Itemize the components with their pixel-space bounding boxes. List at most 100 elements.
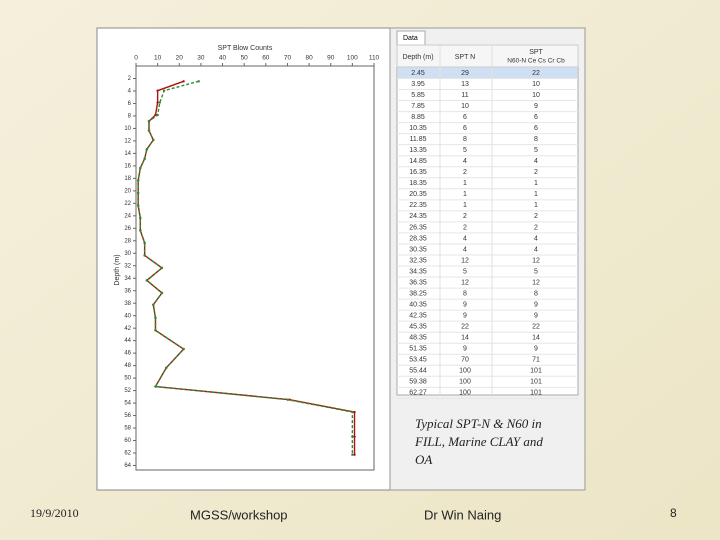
cell-n60: 8 bbox=[534, 136, 538, 143]
cell-spt: 9 bbox=[463, 313, 467, 320]
point bbox=[147, 129, 151, 132]
point bbox=[353, 410, 356, 414]
point bbox=[136, 204, 140, 207]
y-tick-label: 44 bbox=[124, 338, 131, 344]
y-tick-label: 22 bbox=[124, 201, 131, 207]
caption: FILL, Marine CLAY and bbox=[414, 434, 543, 449]
x-tick-label: 60 bbox=[262, 55, 270, 62]
y-tick-label: 18 bbox=[124, 176, 131, 182]
cell-depth: 26.35 bbox=[409, 224, 427, 231]
cell-n60: 9 bbox=[534, 103, 538, 110]
y-tick-label: 14 bbox=[124, 151, 131, 157]
y-tick-label: 60 bbox=[124, 438, 131, 444]
x-tick-label: 30 bbox=[197, 55, 205, 62]
cell-depth: 62.27 bbox=[409, 390, 427, 397]
cell-spt: 12 bbox=[461, 257, 469, 264]
cell-depth: 30.35 bbox=[409, 246, 427, 253]
x-tick-label: 90 bbox=[327, 55, 335, 62]
cell-spt: 4 bbox=[463, 246, 467, 253]
point bbox=[143, 157, 146, 160]
x-tick-label: 50 bbox=[241, 55, 249, 62]
cell-spt: 14 bbox=[461, 335, 469, 342]
point bbox=[182, 80, 185, 83]
chart-title: SPT Blow Counts bbox=[218, 45, 273, 52]
cell-spt: 2 bbox=[463, 224, 467, 231]
x-tick-label: 80 bbox=[305, 55, 313, 62]
cell-n60: 2 bbox=[534, 169, 538, 176]
footer-date: 19/9/2010 bbox=[30, 506, 79, 520]
cell-depth: 42.35 bbox=[409, 313, 427, 320]
plot-area bbox=[135, 65, 375, 471]
cell-n60: 101 bbox=[530, 379, 542, 386]
y-tick-label: 2 bbox=[128, 76, 132, 82]
point bbox=[156, 113, 159, 117]
cell-depth: 51.35 bbox=[409, 346, 427, 353]
cell-n60: 2 bbox=[534, 213, 538, 220]
y-tick-label: 24 bbox=[124, 213, 131, 219]
point bbox=[353, 435, 356, 438]
cell-n60: 12 bbox=[532, 279, 540, 286]
y-tick-label: 16 bbox=[124, 163, 131, 169]
point bbox=[351, 435, 354, 438]
y-tick-label: 38 bbox=[124, 301, 131, 307]
point bbox=[145, 279, 149, 282]
cell-n60: 14 bbox=[532, 335, 540, 342]
y-tick-label: 6 bbox=[128, 101, 132, 107]
y-tick-label: 26 bbox=[124, 226, 131, 232]
cell-spt: 13 bbox=[461, 81, 469, 88]
y-tick-label: 52 bbox=[124, 388, 131, 394]
point bbox=[160, 291, 164, 295]
point bbox=[351, 453, 354, 456]
point bbox=[165, 366, 168, 370]
cell-n60: 8 bbox=[534, 290, 538, 297]
x-tick-label: 110 bbox=[369, 55, 380, 62]
point bbox=[158, 101, 161, 104]
x-tick-label: 0 bbox=[134, 55, 138, 62]
point bbox=[152, 303, 155, 306]
y-tick-label: 4 bbox=[128, 89, 132, 95]
cell-spt: 1 bbox=[463, 180, 467, 187]
cell-n60: 71 bbox=[532, 357, 540, 364]
cell-spt: 100 bbox=[459, 368, 471, 375]
cell-n60: 2 bbox=[534, 224, 538, 231]
cell-depth: 53.45 bbox=[409, 357, 427, 364]
cell-depth: 59.38 bbox=[409, 379, 427, 386]
y-tick-label: 58 bbox=[124, 426, 131, 432]
cell-spt: 5 bbox=[463, 268, 467, 275]
cell-spt: 4 bbox=[463, 158, 467, 165]
x-tick-label: 10 bbox=[154, 55, 162, 62]
point bbox=[154, 329, 157, 332]
cell-n60: 9 bbox=[534, 313, 538, 320]
x-tick-label: 100 bbox=[347, 55, 358, 62]
cell-spt: 11 bbox=[461, 92, 468, 99]
tab-label: Data bbox=[403, 35, 418, 42]
x-tick-label: 70 bbox=[284, 55, 292, 62]
point bbox=[156, 89, 159, 92]
cell-depth: 16.35 bbox=[409, 169, 427, 176]
y-tick-label: 12 bbox=[124, 138, 131, 144]
cell-spt: 100 bbox=[459, 379, 471, 386]
cell-depth: 2.45 bbox=[411, 70, 425, 77]
cell-depth: 24.35 bbox=[409, 213, 427, 220]
selected-row bbox=[398, 67, 577, 79]
cell-depth: 11.85 bbox=[410, 136, 427, 143]
cell-n60: 22 bbox=[532, 324, 540, 331]
cell-depth: 22.35 bbox=[409, 202, 427, 209]
y-tick-label: 42 bbox=[124, 326, 131, 332]
cell-n60: 5 bbox=[534, 268, 538, 275]
cell-spt: 29 bbox=[461, 70, 469, 77]
cell-spt: 9 bbox=[463, 346, 467, 353]
point bbox=[353, 453, 356, 456]
point bbox=[286, 398, 289, 401]
cell-depth: 36.35 bbox=[409, 279, 427, 286]
cell-n60: 101 bbox=[530, 368, 542, 375]
y-tick-label: 8 bbox=[128, 114, 132, 120]
point bbox=[162, 89, 166, 92]
cell-n60: 10 bbox=[532, 92, 540, 99]
point bbox=[139, 166, 142, 170]
cell-n60: 4 bbox=[534, 158, 538, 165]
y-tick-label: 40 bbox=[124, 313, 131, 319]
cell-depth: 55.44 bbox=[409, 368, 427, 375]
